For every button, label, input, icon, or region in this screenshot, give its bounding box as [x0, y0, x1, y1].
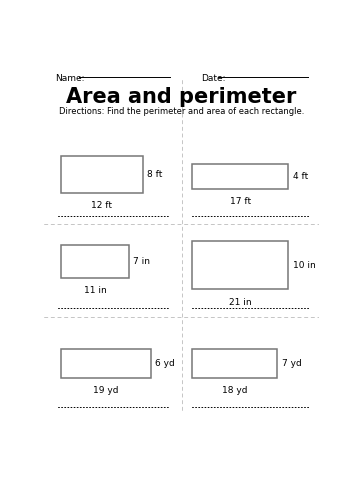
Bar	[61, 349, 151, 378]
Text: 4 ft: 4 ft	[292, 172, 308, 181]
Text: 6 yd: 6 yd	[155, 358, 175, 368]
Text: 12 ft: 12 ft	[91, 202, 112, 210]
Text: Area and perimeter: Area and perimeter	[66, 87, 297, 107]
Text: 19 yd: 19 yd	[93, 386, 119, 395]
Text: 7 in: 7 in	[133, 256, 150, 266]
Bar	[61, 156, 143, 193]
Text: 7 yd: 7 yd	[281, 358, 301, 368]
Bar	[193, 241, 289, 289]
Text: Date:: Date:	[201, 74, 225, 83]
Bar	[193, 164, 289, 189]
Bar	[193, 349, 278, 378]
Text: 17 ft: 17 ft	[230, 198, 251, 206]
Text: Directions: Find the perimeter and area of each rectangle.: Directions: Find the perimeter and area …	[59, 107, 304, 116]
Text: Name:: Name:	[55, 74, 85, 83]
Text: 10 in: 10 in	[292, 260, 315, 270]
Bar	[61, 245, 129, 278]
Text: 21 in: 21 in	[229, 298, 252, 306]
Text: 11 in: 11 in	[84, 286, 107, 295]
Text: 8 ft: 8 ft	[147, 170, 162, 179]
Text: 18 yd: 18 yd	[222, 386, 248, 395]
